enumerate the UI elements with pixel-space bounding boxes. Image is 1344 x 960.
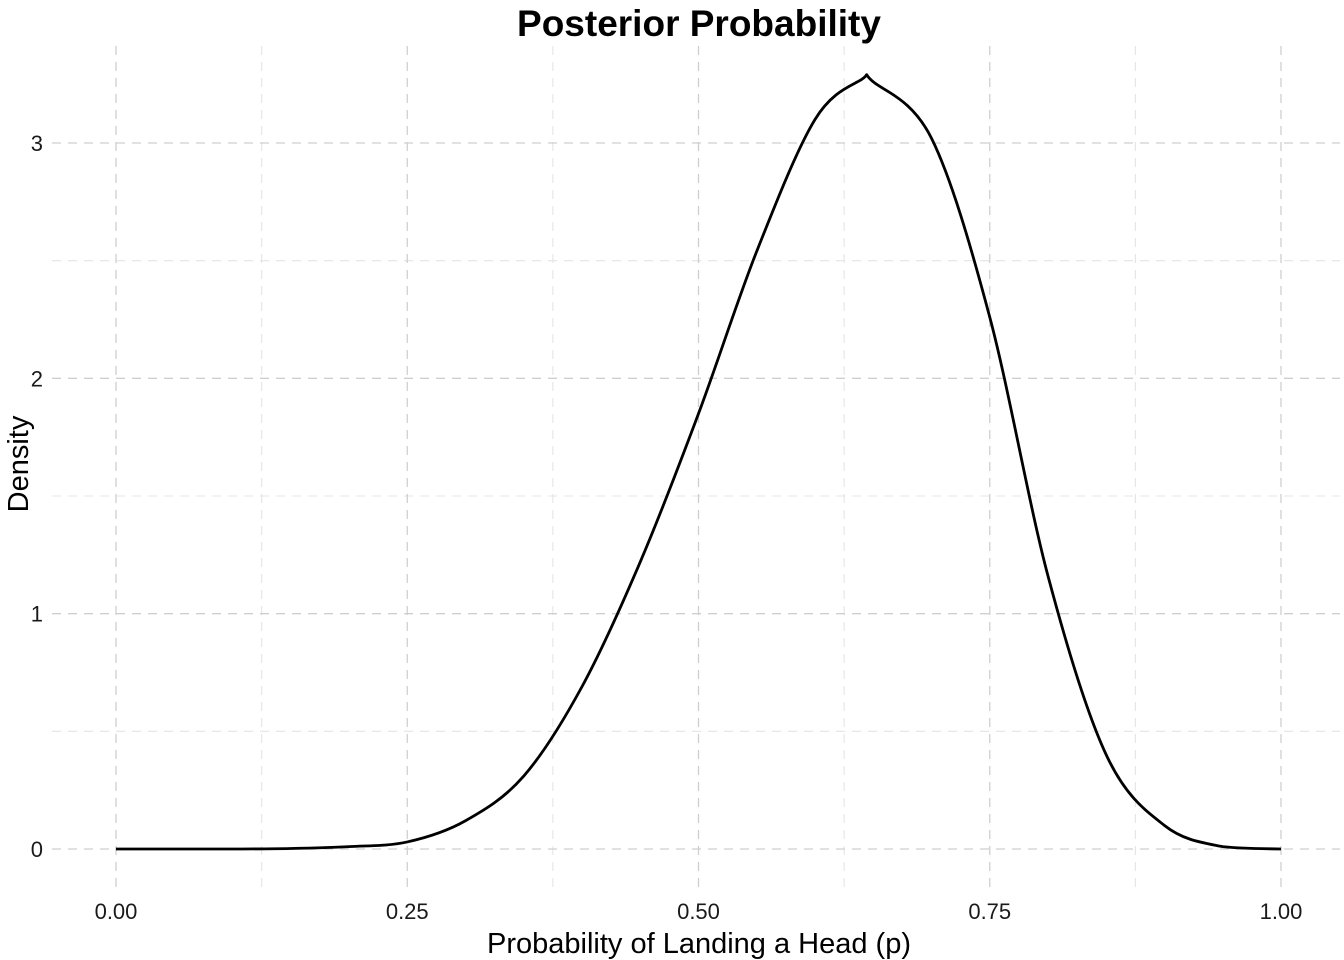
x-tick-label: 1.00 [1260, 899, 1303, 924]
x-axis-label: Probability of Landing a Head (p) [487, 928, 911, 960]
y-tick-label: 3 [31, 131, 43, 156]
density-curve [115, 73, 1282, 851]
y-tick-label: 2 [31, 366, 43, 391]
y-axis-label: Density [3, 415, 35, 512]
x-tick-label: 0.75 [968, 899, 1011, 924]
y-tick-label: 0 [31, 837, 43, 862]
y-tick-label: 1 [31, 602, 43, 627]
grid-lines [52, 46, 1340, 888]
x-tick-label: 0.25 [386, 899, 429, 924]
chart-title: Posterior Probability [517, 3, 881, 44]
x-tick-label: 0.00 [95, 899, 138, 924]
tick-labels: 0.00 0.25 0.50 0.75 1.00 0 1 2 3 [31, 131, 1303, 924]
x-tick-label: 0.50 [677, 899, 720, 924]
